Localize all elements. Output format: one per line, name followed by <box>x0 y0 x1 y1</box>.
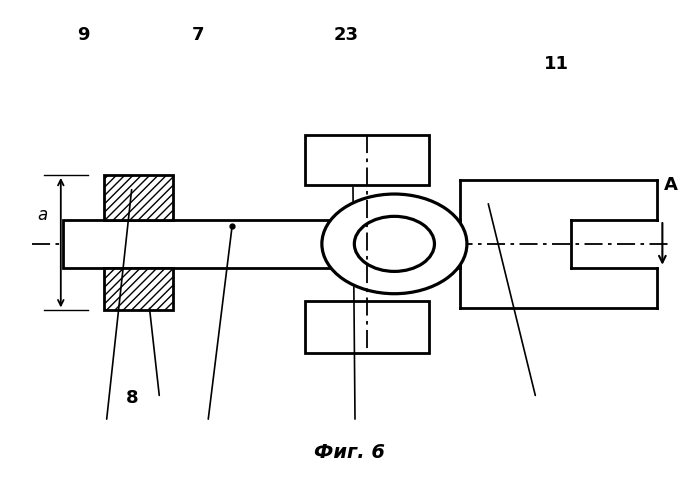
Bar <box>305 135 429 185</box>
Bar <box>104 268 173 310</box>
Text: a: a <box>37 206 48 225</box>
Circle shape <box>322 194 467 294</box>
Text: 8: 8 <box>126 389 138 407</box>
Text: 11: 11 <box>545 55 569 72</box>
Text: A: A <box>664 175 677 194</box>
Bar <box>63 220 460 268</box>
Text: 7: 7 <box>192 26 204 44</box>
Text: Фиг. 6: Фиг. 6 <box>314 443 385 462</box>
Bar <box>104 175 173 220</box>
Text: 23: 23 <box>333 26 359 44</box>
Text: 9: 9 <box>78 26 90 44</box>
Circle shape <box>354 216 435 271</box>
Bar <box>305 301 429 353</box>
